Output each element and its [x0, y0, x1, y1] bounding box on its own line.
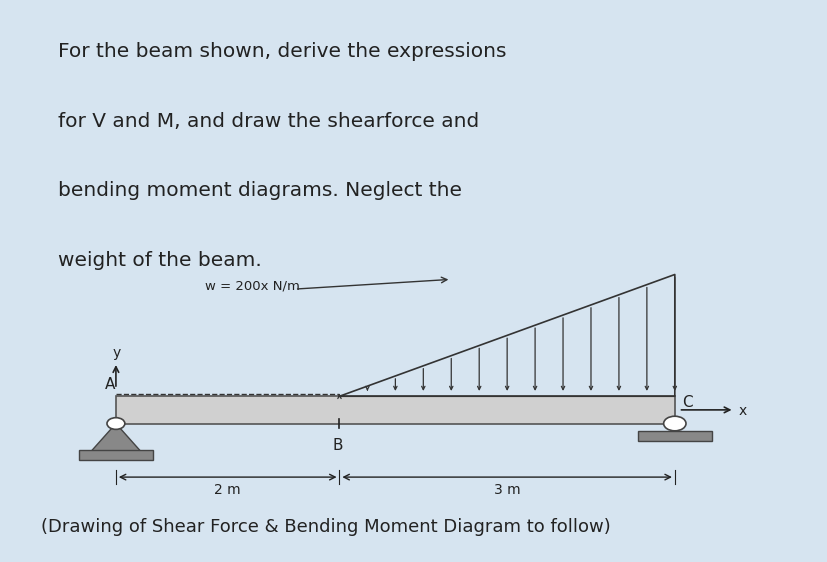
Text: C: C [681, 396, 692, 410]
Text: for V and M, and draw the shearforce and: for V and M, and draw the shearforce and [58, 111, 479, 130]
Text: y: y [112, 346, 120, 360]
Text: 3 m: 3 m [493, 483, 520, 497]
FancyBboxPatch shape [79, 450, 153, 460]
Text: weight of the beam.: weight of the beam. [58, 251, 261, 270]
Text: B: B [332, 438, 342, 454]
FancyBboxPatch shape [116, 396, 674, 424]
Circle shape [663, 416, 685, 431]
Polygon shape [90, 424, 142, 453]
Text: x: x [738, 404, 745, 418]
Text: For the beam shown, derive the expressions: For the beam shown, derive the expressio… [58, 42, 506, 61]
Text: A: A [104, 377, 115, 392]
Text: bending moment diagrams. Neglect the: bending moment diagrams. Neglect the [58, 181, 461, 200]
FancyBboxPatch shape [637, 431, 711, 441]
Text: (Drawing of Shear Force & Bending Moment Diagram to follow): (Drawing of Shear Force & Bending Moment… [41, 518, 610, 536]
Circle shape [107, 418, 125, 429]
Text: 2 m: 2 m [214, 483, 241, 497]
Text: w = 200x N/m: w = 200x N/m [205, 279, 300, 292]
